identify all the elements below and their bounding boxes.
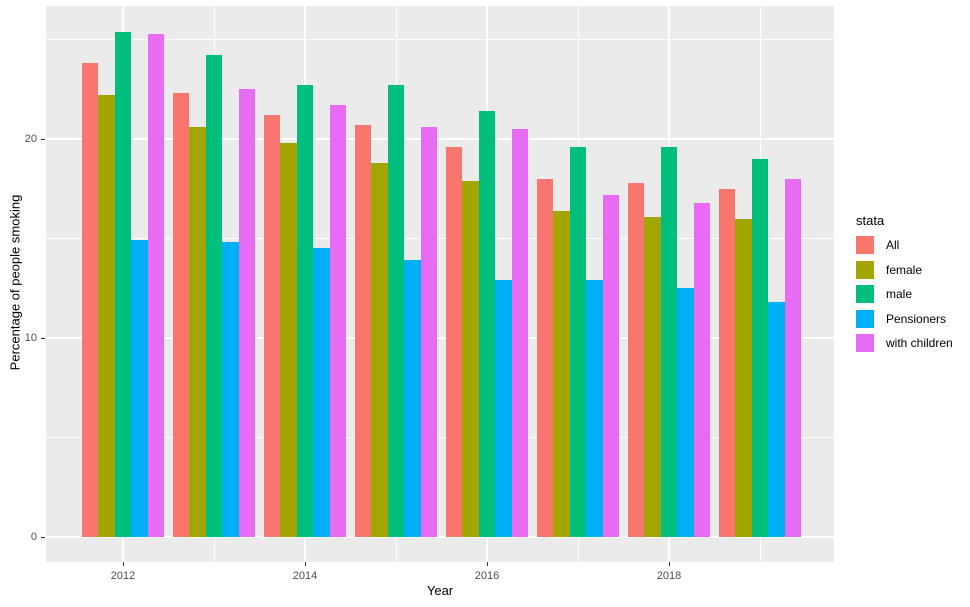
legend-item-with-children: with children bbox=[856, 334, 953, 352]
bar-All-2013 bbox=[173, 93, 190, 537]
bar-Pensioners-2013 bbox=[222, 242, 239, 537]
legend-key-swatch bbox=[856, 285, 874, 303]
bar-All-2015 bbox=[355, 125, 372, 537]
legend-items: All female male Pensioners with children bbox=[856, 236, 953, 352]
y-tick-label: 20 bbox=[24, 133, 37, 145]
legend-title: stata bbox=[856, 213, 885, 228]
bar-Pensioners-2017 bbox=[586, 280, 603, 537]
bar-All-2016 bbox=[446, 146, 463, 537]
bar-All-2017 bbox=[537, 178, 554, 537]
bar-male-2012 bbox=[114, 31, 132, 537]
bar-with-children-2012 bbox=[147, 33, 164, 537]
bar-female-2016 bbox=[462, 180, 479, 537]
bar-All-2019 bbox=[719, 188, 736, 537]
bar-female-2019 bbox=[735, 218, 752, 537]
gridline-major-horizontal bbox=[46, 138, 834, 140]
bar-female-2014 bbox=[280, 142, 297, 537]
legend-item-Pensioners: Pensioners bbox=[856, 309, 953, 328]
bar-male-2014 bbox=[296, 85, 314, 537]
legend-key-swatch bbox=[856, 260, 874, 279]
bar-male-2019 bbox=[751, 158, 769, 537]
legend-item-label: male bbox=[886, 287, 913, 301]
legend-item-female: female bbox=[856, 260, 953, 279]
legend-item-male: male bbox=[856, 285, 953, 303]
bar-with-children-2016 bbox=[511, 129, 528, 537]
x-tick-mark bbox=[668, 562, 670, 566]
bar-female-2015 bbox=[371, 162, 388, 537]
bar-with-children-2017 bbox=[602, 194, 619, 537]
legend-item-label: female bbox=[886, 262, 923, 277]
bar-female-2018 bbox=[644, 216, 661, 537]
bar-with-children-2013 bbox=[238, 89, 255, 537]
bar-male-2017 bbox=[569, 146, 587, 537]
bar-All-2014 bbox=[264, 115, 281, 537]
bar-All-2012 bbox=[82, 63, 99, 537]
bar-male-2018 bbox=[660, 146, 678, 537]
gridline-minor-horizontal bbox=[46, 437, 834, 438]
bar-male-2016 bbox=[478, 111, 496, 537]
bar-Pensioners-2014 bbox=[313, 248, 330, 537]
bar-with-children-2019 bbox=[784, 178, 801, 537]
y-tick-mark bbox=[41, 536, 45, 538]
bar-Pensioners-2019 bbox=[768, 302, 785, 537]
legend: stata All female male Pensioners with childr… bbox=[856, 213, 953, 359]
y-tick-mark bbox=[41, 337, 45, 339]
x-tick-mark bbox=[122, 562, 124, 566]
gridline-major-horizontal bbox=[46, 337, 834, 339]
bar-female-2013 bbox=[189, 127, 206, 537]
bar-Pensioners-2015 bbox=[404, 260, 421, 537]
x-tick-label: 2016 bbox=[474, 570, 500, 582]
legend-item-label: Pensioners bbox=[886, 311, 947, 326]
bar-with-children-2014 bbox=[329, 105, 346, 537]
y-axis-title: Percentage of people smoking bbox=[7, 194, 23, 371]
x-tick-mark bbox=[486, 562, 488, 566]
bar-Pensioners-2016 bbox=[495, 280, 512, 537]
gridline-minor-horizontal bbox=[46, 39, 834, 40]
legend-key-swatch bbox=[856, 309, 874, 328]
bar-Pensioners-2018 bbox=[677, 288, 694, 537]
y-tick-label: 0 bbox=[30, 531, 37, 543]
x-axis-title: Year bbox=[426, 583, 454, 598]
bar-Pensioners-2012 bbox=[131, 240, 148, 537]
bar-with-children-2015 bbox=[420, 127, 437, 537]
x-tick-label: 2012 bbox=[110, 570, 136, 582]
bar-with-children-2018 bbox=[693, 202, 710, 537]
y-tick-mark bbox=[41, 138, 45, 140]
x-tick-label: 2014 bbox=[292, 570, 318, 582]
gridline-minor-horizontal bbox=[46, 238, 834, 239]
x-tick-label: 2018 bbox=[656, 570, 682, 582]
bar-All-2018 bbox=[628, 182, 645, 537]
bar-male-2013 bbox=[205, 55, 223, 537]
x-tick-mark bbox=[304, 562, 306, 566]
y-tick-label: 10 bbox=[24, 332, 37, 344]
legend-key-swatch bbox=[856, 334, 874, 352]
plot-panel bbox=[46, 6, 834, 562]
legend-key-swatch bbox=[856, 236, 874, 254]
gridline-major-horizontal bbox=[46, 536, 834, 538]
bar-male-2015 bbox=[387, 85, 405, 537]
bar-female-2012 bbox=[98, 95, 115, 537]
legend-item-label: with children bbox=[886, 336, 953, 350]
legend-item-All: All bbox=[856, 236, 953, 254]
bar-female-2017 bbox=[553, 210, 570, 537]
legend-item-label: All bbox=[886, 238, 900, 252]
